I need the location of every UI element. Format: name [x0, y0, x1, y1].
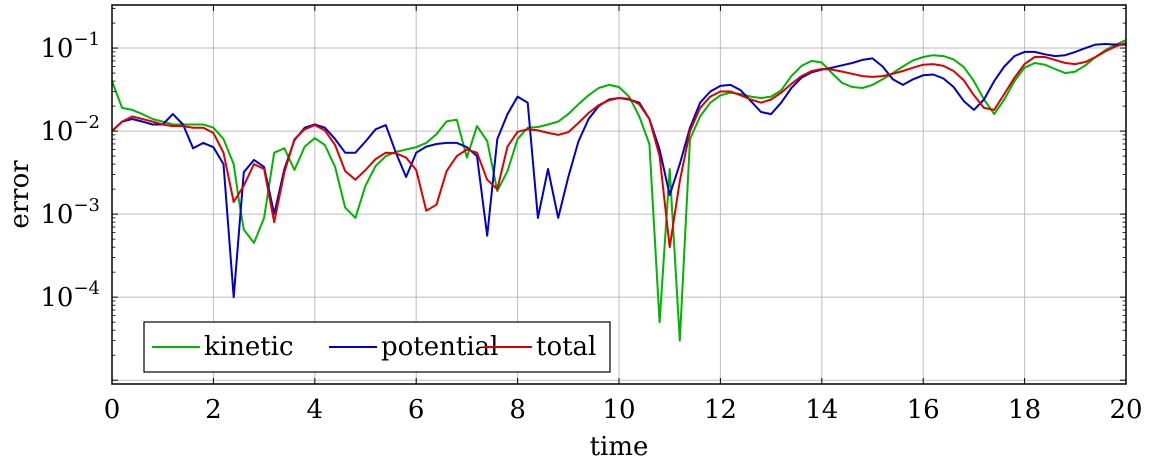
x-tick-label: 12	[704, 395, 737, 425]
x-tick-label: 20	[1109, 395, 1142, 425]
tick-marks	[111, 5, 1127, 384]
legend-label-kinetic: kinetic	[204, 332, 294, 362]
y-tick-label: 10−2	[40, 112, 100, 147]
legend-label-total: total	[536, 332, 596, 362]
x-axis-label: time	[590, 432, 649, 462]
y-axis-label: error	[5, 160, 35, 229]
x-tick-label: 10	[602, 395, 635, 425]
x-tick-label: 16	[907, 395, 940, 425]
y-tick-labels: 10−4 10−3 10−2 10−1	[40, 29, 100, 313]
series-line-kinetic	[111, 39, 1127, 342]
x-tick-label: 0	[104, 395, 121, 425]
x-tick-label: 4	[307, 395, 324, 425]
legend: kinetic potential total	[143, 321, 611, 373]
x-tick-labels: 0 2 4 6 8 10 12 14 16 18 20	[104, 395, 1143, 425]
y-tick-label: 10−1	[40, 29, 100, 64]
legend-label-potential: potential	[381, 332, 498, 362]
x-tick-label: 6	[408, 395, 425, 425]
x-tick-label: 8	[509, 395, 526, 425]
x-tick-label: 18	[1008, 395, 1041, 425]
series-layer	[111, 39, 1127, 342]
x-tick-label: 2	[205, 395, 222, 425]
x-tick-label: 14	[805, 395, 838, 425]
series-line-total	[111, 42, 1127, 249]
y-tick-label: 10−3	[40, 195, 100, 230]
y-tick-label: 10−4	[40, 278, 100, 313]
